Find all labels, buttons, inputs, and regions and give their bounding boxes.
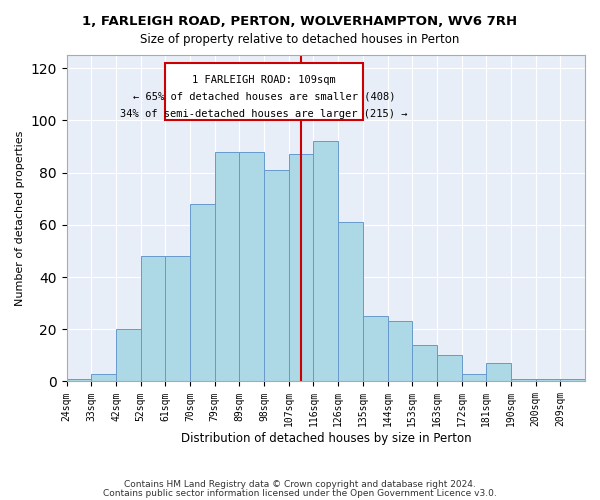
Bar	[289, 154, 313, 382]
Bar	[486, 363, 511, 382]
Bar	[67, 379, 91, 382]
X-axis label: Distribution of detached houses by size in Perton: Distribution of detached houses by size …	[181, 432, 471, 445]
Text: 1, FARLEIGH ROAD, PERTON, WOLVERHAMPTON, WV6 7RH: 1, FARLEIGH ROAD, PERTON, WOLVERHAMPTON,…	[82, 15, 518, 28]
Bar	[461, 374, 486, 382]
Text: Contains public sector information licensed under the Open Government Licence v3: Contains public sector information licen…	[103, 488, 497, 498]
Bar	[166, 256, 190, 382]
Bar	[313, 141, 338, 382]
Y-axis label: Number of detached properties: Number of detached properties	[15, 130, 25, 306]
FancyBboxPatch shape	[166, 63, 363, 120]
Bar	[388, 322, 412, 382]
Bar	[264, 170, 289, 382]
Bar	[338, 222, 363, 382]
Text: 34% of semi-detached houses are larger (215) →: 34% of semi-detached houses are larger (…	[121, 109, 408, 119]
Bar	[437, 356, 461, 382]
Bar	[190, 204, 215, 382]
Bar	[560, 379, 585, 382]
Text: Contains HM Land Registry data © Crown copyright and database right 2024.: Contains HM Land Registry data © Crown c…	[124, 480, 476, 489]
Bar	[91, 374, 116, 382]
Bar	[511, 379, 536, 382]
Bar	[141, 256, 166, 382]
Bar	[239, 152, 264, 382]
Text: 1 FARLEIGH ROAD: 109sqm: 1 FARLEIGH ROAD: 109sqm	[192, 75, 336, 85]
Text: Size of property relative to detached houses in Perton: Size of property relative to detached ho…	[140, 32, 460, 46]
Text: ← 65% of detached houses are smaller (408): ← 65% of detached houses are smaller (40…	[133, 92, 395, 102]
Bar	[363, 316, 388, 382]
Bar	[215, 152, 239, 382]
Bar	[412, 345, 437, 382]
Bar	[536, 379, 560, 382]
Bar	[116, 329, 141, 382]
